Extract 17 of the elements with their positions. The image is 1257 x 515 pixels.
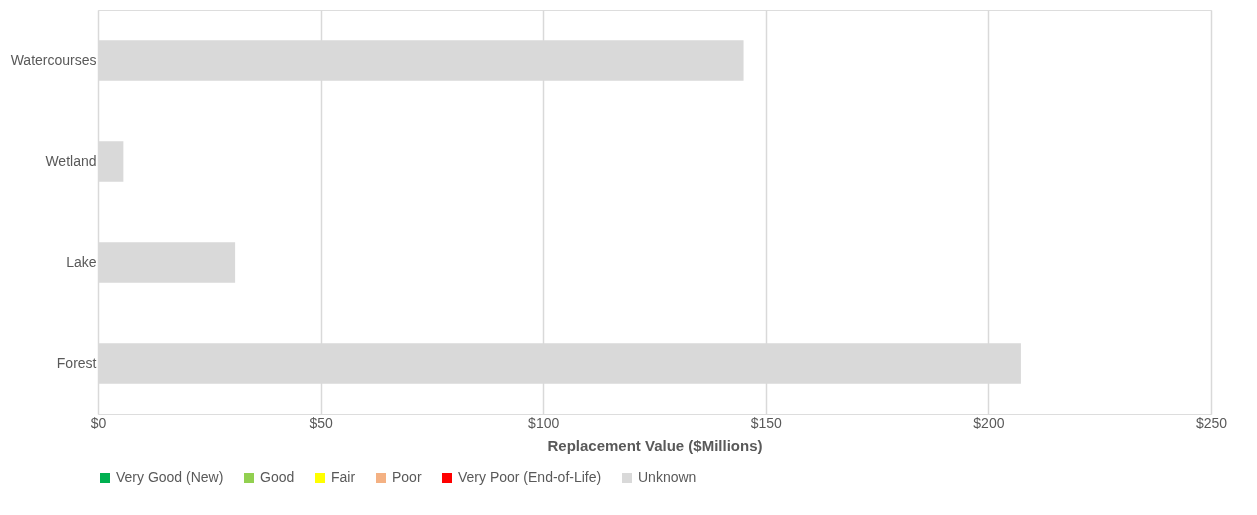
legend-label: Very Poor (End-of-Life) bbox=[458, 469, 602, 485]
legend-label: Unknown bbox=[638, 469, 697, 485]
legend-label: Very Good (New) bbox=[116, 469, 224, 485]
x-tick-label: $100 bbox=[528, 414, 560, 431]
x-axis-title: Replacement Value ($Millions) bbox=[547, 436, 763, 454]
legend-label: Poor bbox=[392, 469, 422, 485]
x-tick-label: $50 bbox=[309, 414, 333, 431]
x-tick-label: $200 bbox=[973, 414, 1005, 431]
y-tick-label: Watercourses bbox=[10, 51, 97, 68]
y-tick-label: Lake bbox=[66, 253, 97, 270]
legend-label: Fair bbox=[331, 469, 356, 485]
x-tick-label: $0 bbox=[90, 414, 107, 431]
x-tick-label: $250 bbox=[1195, 414, 1228, 431]
legend-label: Good bbox=[260, 469, 295, 485]
x-tick-label: $150 bbox=[750, 414, 783, 431]
y-tick-label: Forest bbox=[56, 354, 97, 371]
y-tick-label: Wetland bbox=[45, 152, 97, 169]
